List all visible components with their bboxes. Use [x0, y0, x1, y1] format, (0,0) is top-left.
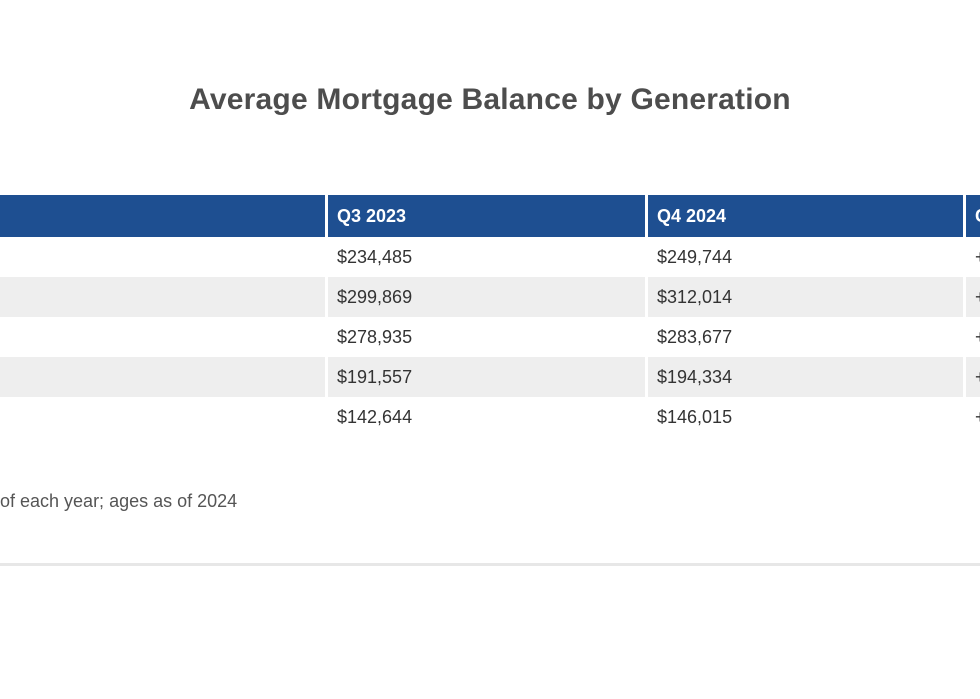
source-footnote: of each year; ages as of 2024	[0, 491, 238, 511]
cell-q3-2023-value: $191,557	[325, 357, 645, 397]
table-header-row: Q3 2023 Q4 2024 Change	[0, 195, 980, 237]
header-cell-q3-2023: Q3 2023	[325, 195, 645, 237]
cell-generation-label	[0, 357, 325, 397]
table-row: $142,644 $146,015 +	[0, 397, 980, 437]
cell-q4-2024-value: $312,014	[645, 277, 963, 317]
cell-q4-2024-value: $146,015	[645, 397, 963, 437]
cell-change-value: +	[963, 357, 980, 397]
mortgage-balance-table: Q3 2023 Q4 2024 Change $234,485 $249,744…	[0, 195, 980, 437]
cell-q3-2023-value: $278,935	[325, 317, 645, 357]
table-row: $299,869 $312,014 +	[0, 277, 980, 317]
cell-q4-2024-value: $194,334	[645, 357, 963, 397]
cell-q3-2023-value: $299,869	[325, 277, 645, 317]
cell-change-value: +	[963, 397, 980, 437]
cell-change-value: +	[963, 317, 980, 357]
cell-generation-label	[0, 277, 325, 317]
page-title: Average Mortgage Balance by Generation	[189, 83, 791, 116]
cell-q4-2024-value: $283,677	[645, 317, 963, 357]
cell-q3-2023-value: $142,644	[325, 397, 645, 437]
cell-generation-label	[0, 237, 325, 277]
header-cell-q4-2024: Q4 2024	[645, 195, 963, 237]
cell-generation-label	[0, 317, 325, 357]
table-row: $278,935 $283,677 +	[0, 317, 980, 357]
cell-q3-2023-value: $234,485	[325, 237, 645, 277]
table-row: $234,485 $249,744 +	[0, 237, 980, 277]
horizontal-divider	[0, 563, 980, 566]
cell-q4-2024-value: $249,744	[645, 237, 963, 277]
cell-change-value: +	[963, 237, 980, 277]
header-cell-generation	[0, 195, 325, 237]
cell-change-value: +	[963, 277, 980, 317]
header-cell-change: Change	[963, 195, 980, 237]
cell-generation-label	[0, 397, 325, 437]
table-row: $191,557 $194,334 +	[0, 357, 980, 397]
